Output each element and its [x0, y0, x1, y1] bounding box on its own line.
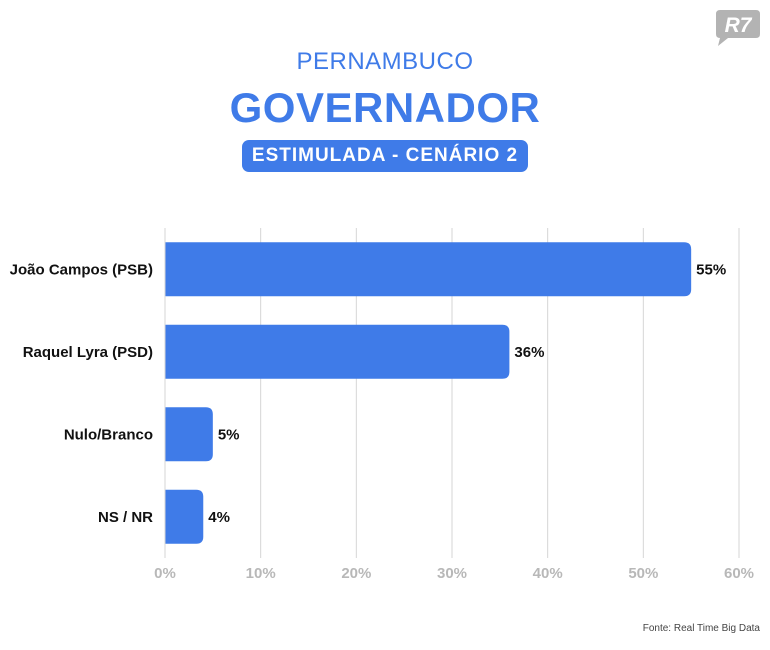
- x-tick-label: 40%: [533, 565, 563, 582]
- bar: [165, 489, 204, 544]
- state-supertitle: PERNAMBUCO: [296, 48, 474, 75]
- category-label: Nulo/Branco: [64, 426, 153, 443]
- bar: [165, 242, 692, 297]
- bar-value-label: 36%: [514, 344, 544, 361]
- x-tick-label: 20%: [341, 565, 371, 582]
- bar-value-label: 5%: [218, 426, 240, 443]
- scenario-pill: ESTIMULADA - CENÁRIO 2: [241, 140, 529, 172]
- x-tick-label: 60%: [724, 565, 754, 582]
- x-tick-label: 50%: [628, 565, 658, 582]
- r7-logo-text: R7: [725, 14, 753, 37]
- x-tick-label: 10%: [246, 565, 276, 582]
- x-tick-label: 0%: [154, 565, 176, 582]
- scenario-pill-wrap: ESTIMULADA - CENÁRIO 2: [0, 140, 770, 172]
- source-note: Fonte: Real Time Big Data: [642, 623, 760, 634]
- page-title: GOVERNADOR: [229, 84, 541, 131]
- bar-value-label: 55%: [696, 261, 726, 278]
- category-label: João Campos (PSB): [10, 261, 153, 278]
- bar: [165, 324, 510, 379]
- category-label: NS / NR: [98, 509, 153, 526]
- bar: [165, 407, 213, 462]
- x-tick-label: 30%: [437, 565, 467, 582]
- category-label: Raquel Lyra (PSD): [23, 344, 153, 361]
- r7-logo-icon: R7: [716, 10, 760, 46]
- bar-value-label: 4%: [208, 509, 230, 526]
